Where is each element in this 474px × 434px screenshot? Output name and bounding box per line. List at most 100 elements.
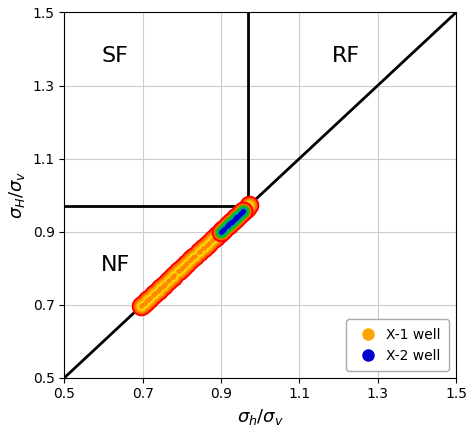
Point [237, 210, 245, 217]
Point [159, 283, 167, 289]
Point [239, 208, 247, 215]
Point [238, 209, 246, 216]
Point [165, 276, 173, 283]
Point [190, 254, 197, 261]
Point [139, 302, 146, 309]
Point [230, 217, 237, 224]
Point [228, 218, 236, 225]
Point [161, 280, 169, 287]
Point [219, 227, 227, 233]
Legend: X-1 well, X-2 well: X-1 well, X-2 well [346, 319, 449, 371]
Point [165, 276, 173, 283]
Point [225, 221, 232, 228]
Point [144, 297, 151, 304]
Point [171, 272, 178, 279]
Point [227, 219, 234, 226]
Point [200, 245, 207, 252]
Point [139, 302, 146, 309]
Point [151, 290, 159, 297]
Point [150, 291, 158, 298]
Point [224, 222, 231, 229]
Point [219, 227, 226, 234]
Point [225, 221, 232, 228]
Point [228, 218, 236, 225]
Point [217, 229, 225, 236]
Point [237, 210, 244, 217]
Point [246, 202, 253, 209]
Point [150, 291, 158, 298]
Point [203, 242, 210, 249]
Point [232, 214, 240, 221]
Point [241, 206, 248, 213]
Point [174, 268, 182, 275]
Point [243, 204, 251, 211]
Point [169, 273, 177, 280]
Point [203, 241, 210, 248]
Point [225, 221, 232, 228]
Point [219, 227, 226, 234]
Point [239, 207, 247, 214]
Point [224, 222, 231, 229]
Point [237, 210, 244, 217]
Point [230, 217, 237, 224]
Point [137, 302, 145, 309]
Point [154, 287, 161, 294]
Point [146, 295, 154, 302]
Point [234, 212, 242, 219]
Point [171, 272, 178, 279]
Point [223, 223, 230, 230]
Point [203, 242, 210, 249]
Point [239, 208, 247, 215]
Point [215, 230, 223, 237]
Point [159, 283, 167, 289]
Point [237, 210, 244, 217]
Point [150, 291, 158, 298]
Point [164, 278, 172, 285]
Point [149, 292, 157, 299]
Point [144, 296, 152, 303]
Point [208, 237, 216, 243]
Point [212, 233, 219, 240]
Point [200, 244, 208, 251]
Point [141, 299, 149, 306]
Point [230, 217, 237, 224]
Point [159, 283, 167, 289]
Point [171, 272, 178, 279]
Point [219, 227, 226, 234]
Point [190, 254, 197, 261]
Point [219, 227, 226, 234]
Point [233, 214, 240, 221]
Point [159, 283, 167, 289]
Point [144, 296, 152, 303]
Point [219, 227, 226, 234]
Point [239, 207, 247, 214]
Point [212, 233, 219, 240]
Point [200, 245, 207, 252]
Point [237, 210, 245, 217]
Point [161, 280, 169, 287]
Point [232, 214, 240, 221]
Point [225, 221, 232, 228]
Point [219, 227, 227, 233]
Point [213, 232, 221, 239]
Point [141, 299, 149, 306]
Point [217, 229, 225, 236]
Point [228, 218, 236, 225]
Point [219, 227, 226, 234]
Point [233, 214, 240, 221]
Point [220, 226, 228, 233]
Point [149, 292, 157, 299]
Point [225, 221, 232, 228]
Point [180, 263, 188, 270]
Point [227, 219, 234, 226]
Point [141, 299, 149, 306]
Point [233, 214, 240, 221]
Point [234, 212, 242, 219]
Point [223, 223, 230, 230]
Point [237, 210, 245, 217]
Point [220, 225, 228, 232]
Point [225, 221, 232, 228]
Point [210, 234, 218, 241]
Point [235, 212, 242, 219]
Point [228, 218, 236, 225]
